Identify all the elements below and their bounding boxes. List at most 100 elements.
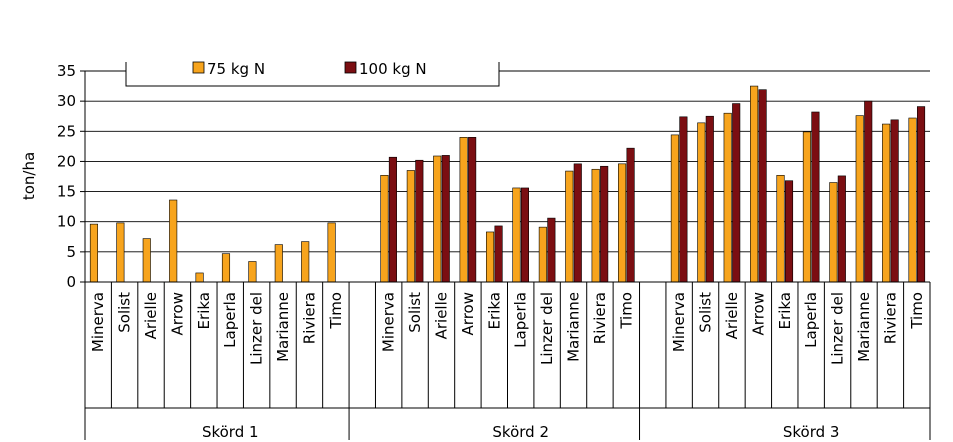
y-tick-label: 15 [57, 183, 76, 201]
category-label: Laperla [221, 292, 239, 348]
y-tick-label: 10 [57, 213, 76, 231]
bar-100kgN [468, 137, 477, 283]
category-label: Laperla [512, 292, 530, 348]
group-label: Skörd 1 [202, 423, 259, 441]
category-label: Minerva [670, 292, 688, 352]
bar-100kgN [679, 116, 688, 283]
legend-label-100: 100 kg N [359, 60, 427, 78]
bar-75kgN [406, 170, 415, 283]
category-label: Arrow [168, 292, 186, 335]
bar-75kgN [89, 223, 99, 283]
bar-75kgN [538, 226, 547, 283]
y-axis: 0 5 10 15 20 25 30 35 [57, 62, 86, 291]
category-label: Erika [485, 292, 503, 329]
legend-swatch-75 [192, 61, 205, 74]
y-tick-label: 0 [66, 273, 76, 291]
bar-100kgN [388, 156, 397, 283]
bar-100kgN [890, 119, 899, 283]
bar-100kgN [520, 187, 530, 283]
category-label: Linzer del [248, 292, 266, 365]
bars [89, 85, 926, 283]
bar-75kgN [802, 131, 811, 283]
bar-75kgN [116, 222, 125, 283]
bar-100kgN [758, 89, 767, 283]
bar-75kgN [723, 112, 732, 283]
category-label: Arielle [432, 292, 450, 339]
legend-label-75: 75 kg N [207, 60, 265, 78]
bar-75kgN [618, 163, 627, 283]
legend: 75 kg N 100 kg N [125, 55, 500, 87]
category-label: Solist [406, 292, 424, 333]
category-label: Riviera [300, 292, 318, 344]
category-label: Solist [116, 292, 134, 333]
category-label: Marianne [274, 292, 292, 362]
bar-75kgN [908, 117, 917, 283]
bar-100kgN [626, 147, 635, 283]
y-tick-label: 5 [66, 243, 76, 261]
y-axis-label: ton/ha [20, 152, 38, 200]
y-tick-label: 30 [57, 92, 76, 110]
x-axis: Minerva Solist Arielle Arrow Erika Laperla Lin… [84, 281, 931, 441]
bar-75kgN [221, 253, 231, 283]
bar-75kgN [776, 174, 785, 283]
bar-75kgN [195, 272, 204, 283]
group-label: Skörd 2 [492, 423, 549, 441]
bar-75kgN [855, 115, 864, 283]
bar-100kgN [494, 225, 503, 283]
category-label: Arrow [459, 292, 477, 335]
category-label: Arielle [723, 292, 741, 339]
legend-swatch-100 [344, 61, 357, 74]
bar-100kgN [784, 180, 794, 283]
y-tick-label: 20 [57, 152, 76, 170]
bar-75kgN [169, 199, 178, 283]
bar-75kgN [697, 122, 706, 283]
bar-100kgN [732, 103, 741, 283]
bar-75kgN [274, 244, 283, 283]
category-label: Erika [776, 292, 794, 329]
bar-75kgN [142, 238, 151, 283]
category-label: Erika [195, 292, 213, 329]
y-tick-label: 25 [57, 122, 76, 140]
bar-75kgN [459, 137, 468, 283]
y-tick-label: 35 [57, 62, 76, 80]
bar-100kgN [811, 111, 820, 283]
bar-75kgN [882, 123, 891, 283]
bar-100kgN [837, 175, 846, 283]
bar-75kgN [670, 134, 679, 283]
bar-100kgN [916, 106, 926, 283]
bar-100kgN [441, 155, 450, 283]
bar-75kgN [565, 170, 574, 283]
bar-75kgN [591, 168, 600, 283]
bar-75kgN [248, 261, 257, 283]
bar-100kgN [705, 115, 714, 283]
category-label: Marianne [565, 292, 583, 362]
bar-100kgN [547, 217, 556, 283]
category-label: Timo [617, 292, 635, 330]
category-label: Arielle [142, 292, 160, 339]
category-label: Solist [697, 292, 715, 333]
bar-75kgN [512, 187, 521, 283]
category-label: Laperla [802, 292, 820, 348]
category-label: Linzer del [538, 292, 556, 365]
bar-75kgN [750, 85, 759, 283]
bar-75kgN [327, 222, 336, 283]
category-label: Linzer del [829, 292, 847, 365]
bar-100kgN [573, 163, 582, 283]
bar-75kgN [485, 231, 495, 283]
category-label: Riviera [591, 292, 609, 344]
category-label: Riviera [881, 292, 899, 344]
category-label: Minerva [89, 292, 107, 352]
bar-75kgN [301, 241, 310, 283]
category-label: Minerva [380, 292, 398, 352]
bar-100kgN [600, 165, 609, 283]
bar-100kgN [415, 159, 424, 283]
bar-75kgN [380, 174, 389, 283]
bar-75kgN [433, 155, 442, 283]
group-label: Skörd 3 [783, 423, 840, 441]
category-label: Timo [908, 292, 926, 330]
bar-100kgN [864, 100, 873, 283]
category-label: Timo [327, 292, 345, 330]
category-label: Marianne [855, 292, 873, 362]
bar-75kgN [829, 182, 838, 283]
